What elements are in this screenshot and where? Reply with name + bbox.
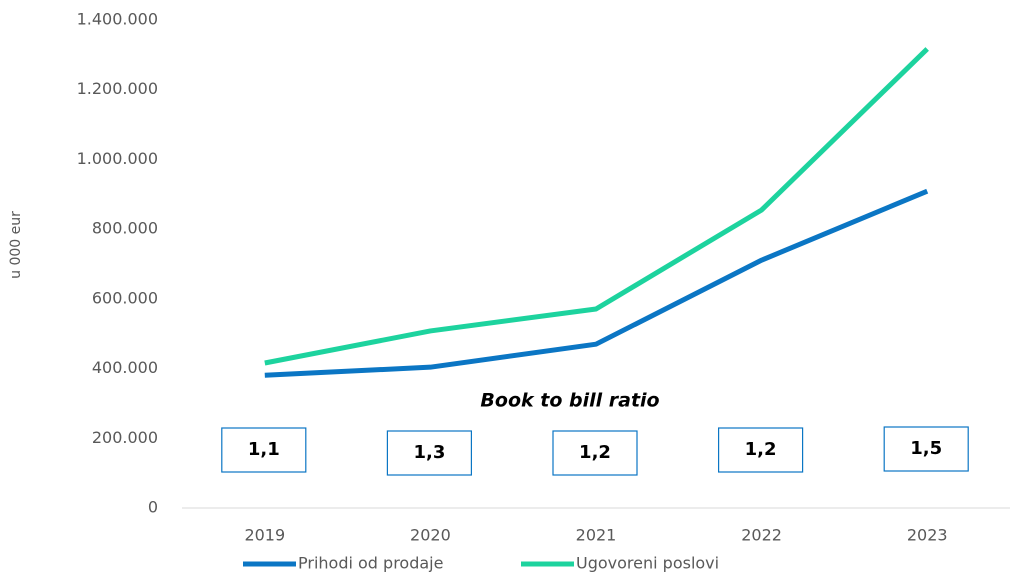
ratio-label: 1,1 — [248, 439, 280, 460]
y-tick-label: 400.000 — [92, 358, 158, 377]
y-tick-label: 1.400.000 — [77, 10, 158, 29]
ratio-box — [386, 430, 472, 476]
ratio-label: 1,3 — [413, 442, 445, 463]
ratio-label: 1,2 — [579, 442, 611, 463]
x-tick-label: 2020 — [410, 526, 451, 545]
line-series — [264, 188, 929, 378]
y-tick-label: 1.200.000 — [77, 79, 158, 98]
ratio-box — [552, 430, 638, 476]
legend-label: Prihodi od prodaje — [298, 554, 443, 573]
ratio-box — [883, 426, 969, 472]
x-tick-label: 2021 — [576, 526, 617, 545]
x-tick-label: 2019 — [244, 526, 285, 545]
y-tick-label: 0 — [148, 498, 158, 517]
ratio-box — [717, 427, 804, 473]
annotation-title: Book to bill ratio — [480, 390, 659, 412]
y-tick-label: 600.000 — [92, 288, 158, 307]
y-tick-label: 200.000 — [92, 428, 158, 447]
ratio-box — [221, 427, 307, 473]
ratio-label: 1,2 — [745, 439, 777, 460]
y-axis-label: u 000 eur — [8, 211, 24, 279]
line-series — [264, 47, 929, 366]
y-tick-label: 800.000 — [92, 219, 158, 238]
x-tick-label: 2022 — [741, 526, 782, 545]
y-tick-label: 1.000.000 — [77, 149, 158, 168]
legend-label: Ugovoreni poslovi — [576, 554, 719, 573]
x-tick-label: 2023 — [907, 526, 948, 545]
ratio-label: 1,5 — [910, 438, 942, 459]
